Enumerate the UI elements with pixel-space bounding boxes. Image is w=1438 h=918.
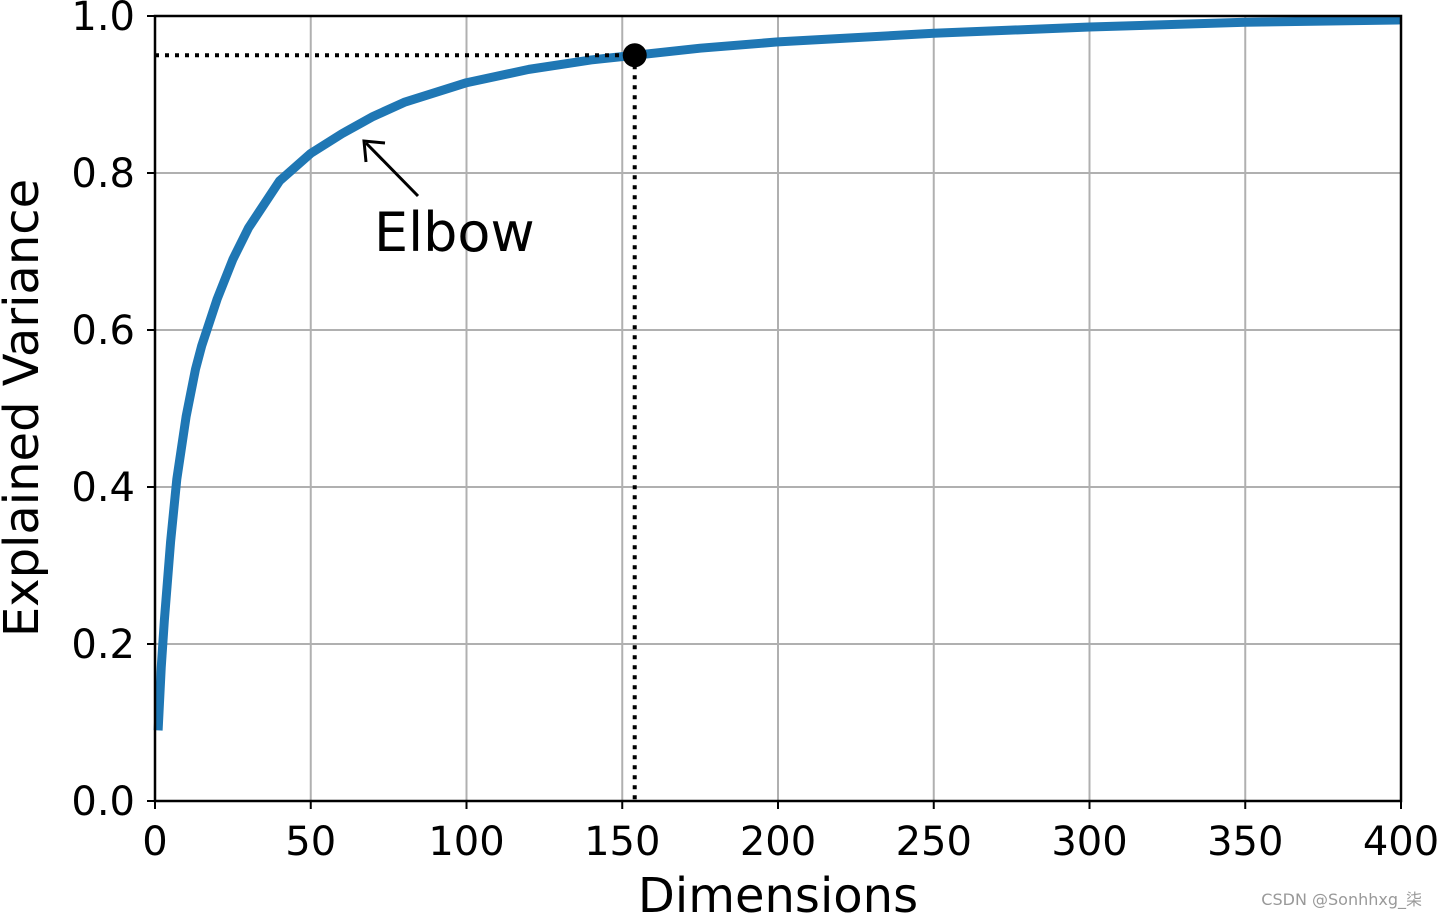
y-axis-label: Explained Variance [0, 179, 50, 637]
y-tick-label: 0.8 [71, 151, 135, 197]
annotation: Elbow [374, 201, 535, 264]
x-tick-label: 350 [1207, 819, 1283, 865]
highlight-point [622, 43, 647, 68]
x-tick-label: 300 [1051, 819, 1127, 865]
x-tick-label: 250 [896, 819, 972, 865]
watermark: CSDN @Sonhhxg_柒 [1261, 890, 1422, 910]
y-tick-label: 1.0 [71, 0, 135, 40]
line-series [153, 15, 1402, 731]
x-tick-label: 400 [1363, 819, 1438, 865]
x-tick-label: 100 [428, 819, 504, 865]
y-tick-label: 0.4 [71, 465, 135, 511]
x-tick-label: 150 [584, 819, 660, 865]
arrow-shaft [364, 141, 420, 198]
x-tick-label: 0 [142, 819, 167, 865]
x-tick-label: 200 [740, 819, 816, 865]
x-tick-label: 50 [285, 819, 336, 865]
arrow-head [362, 139, 386, 163]
x-axis-label: Dimensions [638, 868, 918, 918]
plot-frame [153, 14, 1403, 803]
y-tick-label: 0.6 [71, 308, 135, 354]
y-tick-label: 0.0 [71, 779, 135, 825]
y-tick-label: 0.2 [71, 622, 135, 668]
